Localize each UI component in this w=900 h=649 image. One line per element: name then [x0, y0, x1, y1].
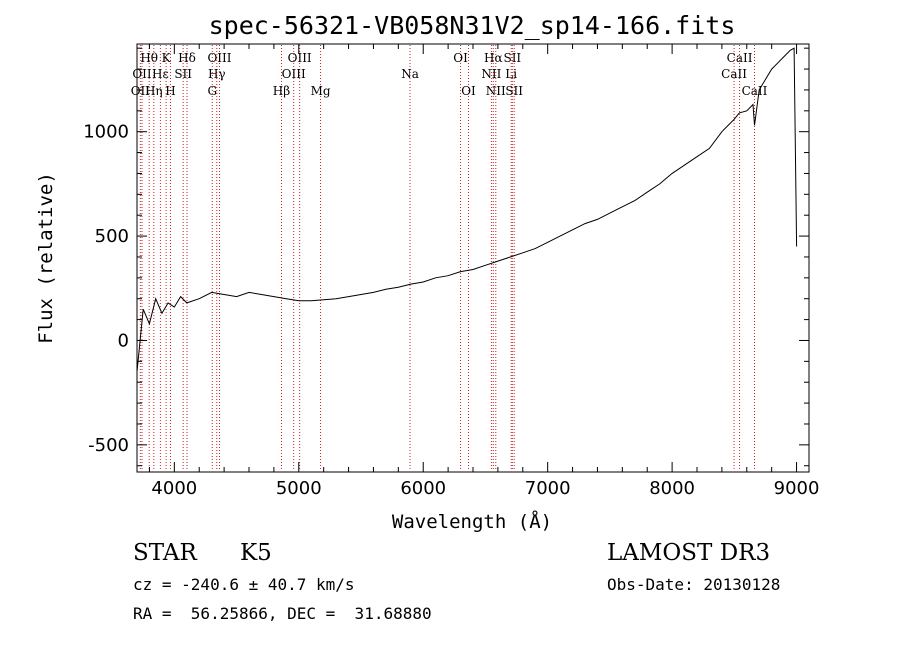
chart-title: spec-56321-VB058N31V2_sp14-166.fits [209, 11, 736, 40]
line-label: H [165, 84, 175, 98]
line-label: Hη [145, 84, 163, 98]
line-label: OI [453, 51, 468, 65]
x-tick-label: 7000 [525, 478, 571, 499]
y-tick-label: 0 [118, 330, 129, 351]
x-tick-label: 8000 [649, 478, 695, 499]
line-label: OII [132, 67, 152, 81]
x-tick-label: 4000 [151, 478, 197, 499]
line-label: NII [481, 67, 501, 81]
spectrum-series-line [136, 47, 798, 372]
line-label: OIII [207, 51, 231, 65]
line-label: Hβ [273, 84, 290, 98]
axis-tick-labels: 4000 5000 6000 7000 8000 9000 -500 0 500 1000 [83, 122, 819, 499]
line-label: OII [131, 84, 151, 98]
survey-name: LAMOST DR3 [607, 540, 770, 566]
object-subclass: K5 [240, 540, 272, 566]
plot-frame [136, 43, 810, 473]
redshift-cz: cz = -240.6 ± 40.7 km/s [133, 575, 355, 594]
line-label: CaII [721, 67, 747, 81]
line-label: Hα [484, 51, 503, 65]
line-label: Mg [311, 84, 331, 98]
line-label: OIII [288, 51, 312, 65]
line-label: OI [461, 84, 476, 98]
line-label: CaII [727, 51, 753, 65]
line-label: G [207, 84, 217, 98]
line-label: CaII [742, 84, 768, 98]
y-axis-label: Flux (relative) [35, 172, 57, 344]
axis-ticks [137, 44, 809, 472]
y-tick-label: -500 [88, 435, 129, 456]
y-tick-label: 500 [95, 226, 129, 247]
y-tick-label: 1000 [83, 122, 129, 143]
line-label: Hθ [140, 51, 158, 65]
object-class: STAR [133, 540, 197, 566]
line-label: Hε [152, 67, 169, 81]
x-tick-label: 9000 [774, 478, 820, 499]
line-label: Hγ [208, 67, 226, 81]
x-tick-label: 6000 [400, 478, 446, 499]
line-label: Na [401, 67, 419, 81]
line-label: OIII [282, 67, 306, 81]
line-label: SII [503, 51, 521, 65]
coordinates: RA = 56.25866, DEC = 31.68880 [133, 604, 432, 623]
line-label: SII [505, 84, 523, 98]
x-tick-label: 5000 [276, 478, 322, 499]
x-axis-label: Wavelength (Å) [392, 510, 552, 533]
line-label: SII [174, 67, 192, 81]
emission-line-markers [139, 45, 755, 471]
observation-date: Obs-Date: 20130128 [607, 575, 780, 594]
line-label: K [162, 51, 172, 65]
emission-line-labels: OII OII Hθ Hη Hε K H SII Hδ G Hγ OIII Hβ OIII OIII Mg Na… [131, 51, 768, 98]
line-label: NII [486, 84, 506, 98]
line-label: Li [505, 67, 517, 81]
line-label: Hδ [178, 51, 196, 65]
